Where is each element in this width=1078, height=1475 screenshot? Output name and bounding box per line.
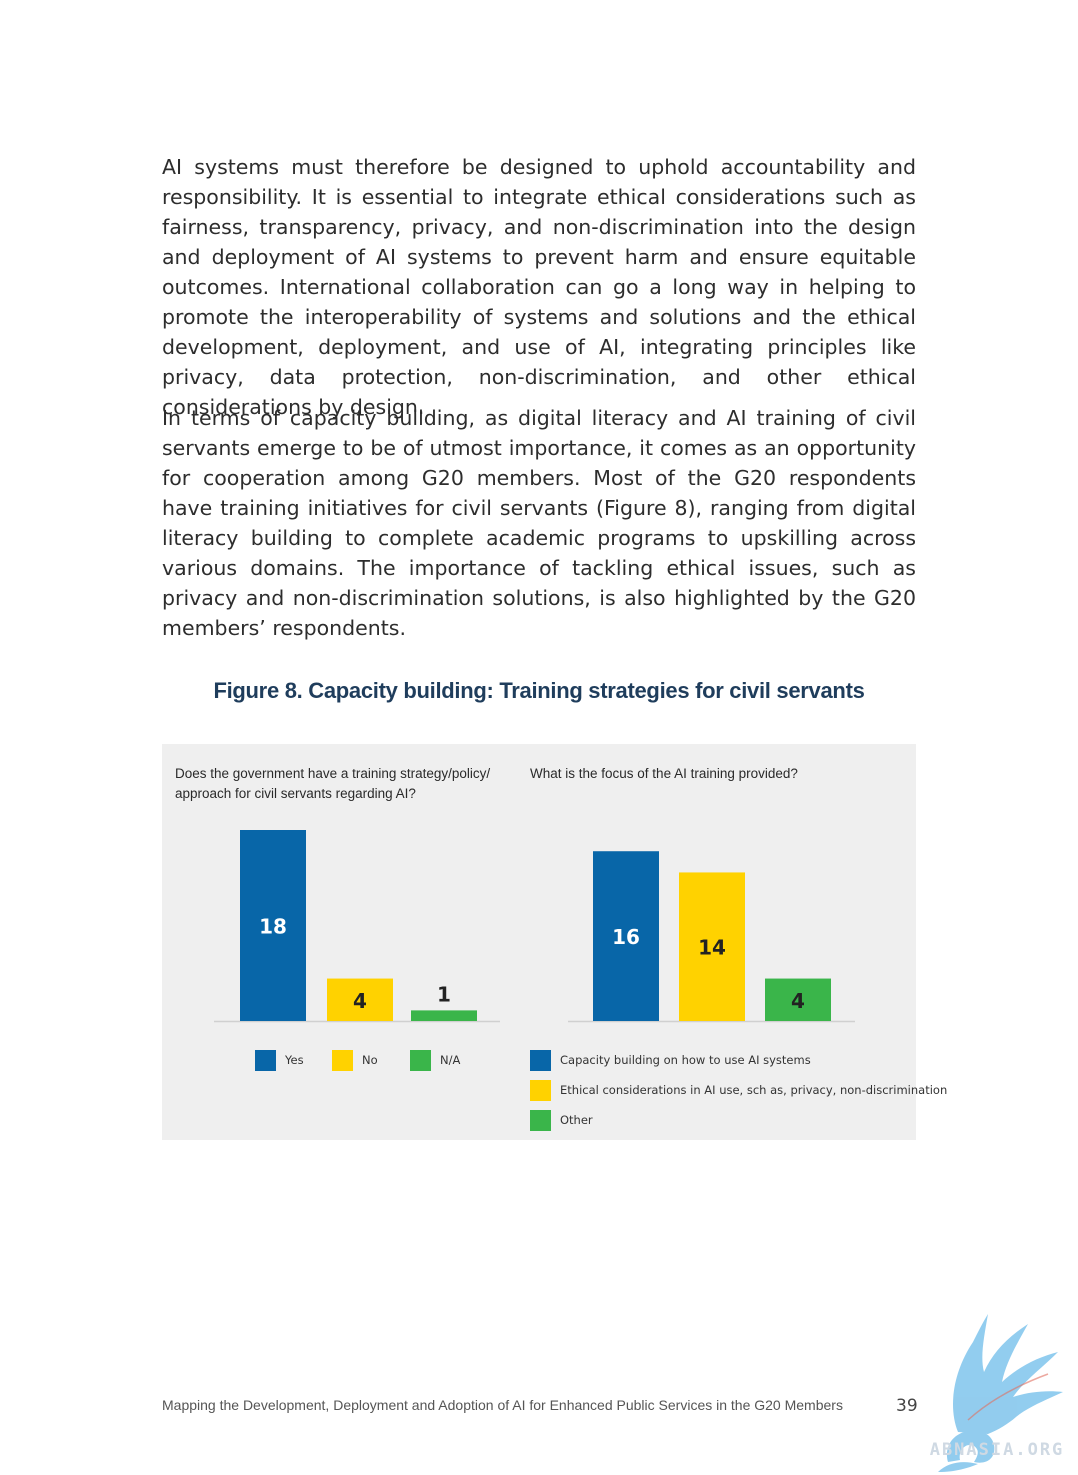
chart2-value-label-2: 14 (698, 936, 726, 960)
chart1-value-label-1: 18 (259, 915, 287, 939)
chart1-bar-2 (327, 978, 393, 1021)
legend-swatch-ethical (530, 1079, 551, 1101)
legend-swatch-yes (255, 1049, 276, 1071)
legend-swatch-other (530, 1109, 551, 1131)
legend-item-no: No (332, 1049, 378, 1071)
legend-label-capacity: Capacity building on how to use AI syste… (560, 1053, 811, 1067)
body-paragraph-1: AI systems must therefore be designed to… (162, 155, 916, 419)
chart1-bar-1 (240, 830, 306, 1021)
legend-label-ethical: Ethical considerations in AI use, sch as… (560, 1083, 948, 1097)
legend-swatch-capacity (530, 1049, 551, 1071)
legend-label-yes: Yes (285, 1053, 304, 1067)
chart2-bar-2 (679, 872, 745, 1021)
legend-label-no: No (362, 1053, 378, 1067)
legend-swatch-na (410, 1049, 431, 1071)
watermark-text: ABNASIA.ORG (929, 1440, 1065, 1460)
legend-item-na: N/A (410, 1049, 460, 1071)
legend-swatch-no (332, 1049, 353, 1071)
chart2-value-label-3: 4 (791, 989, 805, 1013)
chart1-question: Does the government have a training stra… (175, 766, 491, 801)
legend-item-other: Other (530, 1109, 593, 1131)
chart1-value-label-2: 4 (353, 989, 367, 1013)
chart2-question: What is the focus of the AI training pro… (530, 766, 798, 781)
footer-text: Mapping the Development, Deployment and … (162, 1397, 843, 1413)
figure-panel: Does the government have a training stra… (162, 744, 947, 1140)
griffin-logo-icon (938, 1314, 1063, 1472)
chart2-bar-3 (765, 978, 831, 1021)
legend-label-other: Other (560, 1113, 593, 1127)
legend-label-na: N/A (440, 1053, 461, 1067)
chart1-value-label-3: 1 (437, 982, 451, 1006)
body-paragraph-2: In terms of capacity building, as digita… (162, 406, 916, 640)
page-number: 39 (896, 1396, 918, 1416)
bar-charts: 18 4 1 16 14 4 (214, 830, 855, 1023)
chart1-bar-3 (411, 1010, 477, 1021)
chart2-bar-1 (593, 851, 659, 1021)
legend-item-ethical: Ethical considerations in AI use, sch as… (530, 1079, 947, 1101)
chart2-value-label-1: 16 (612, 925, 640, 949)
figure-title: Figure 8. Capacity building: Training st… (213, 678, 865, 703)
legend-item-yes: Yes (255, 1049, 304, 1071)
legend-item-capacity: Capacity building on how to use AI syste… (530, 1049, 811, 1071)
